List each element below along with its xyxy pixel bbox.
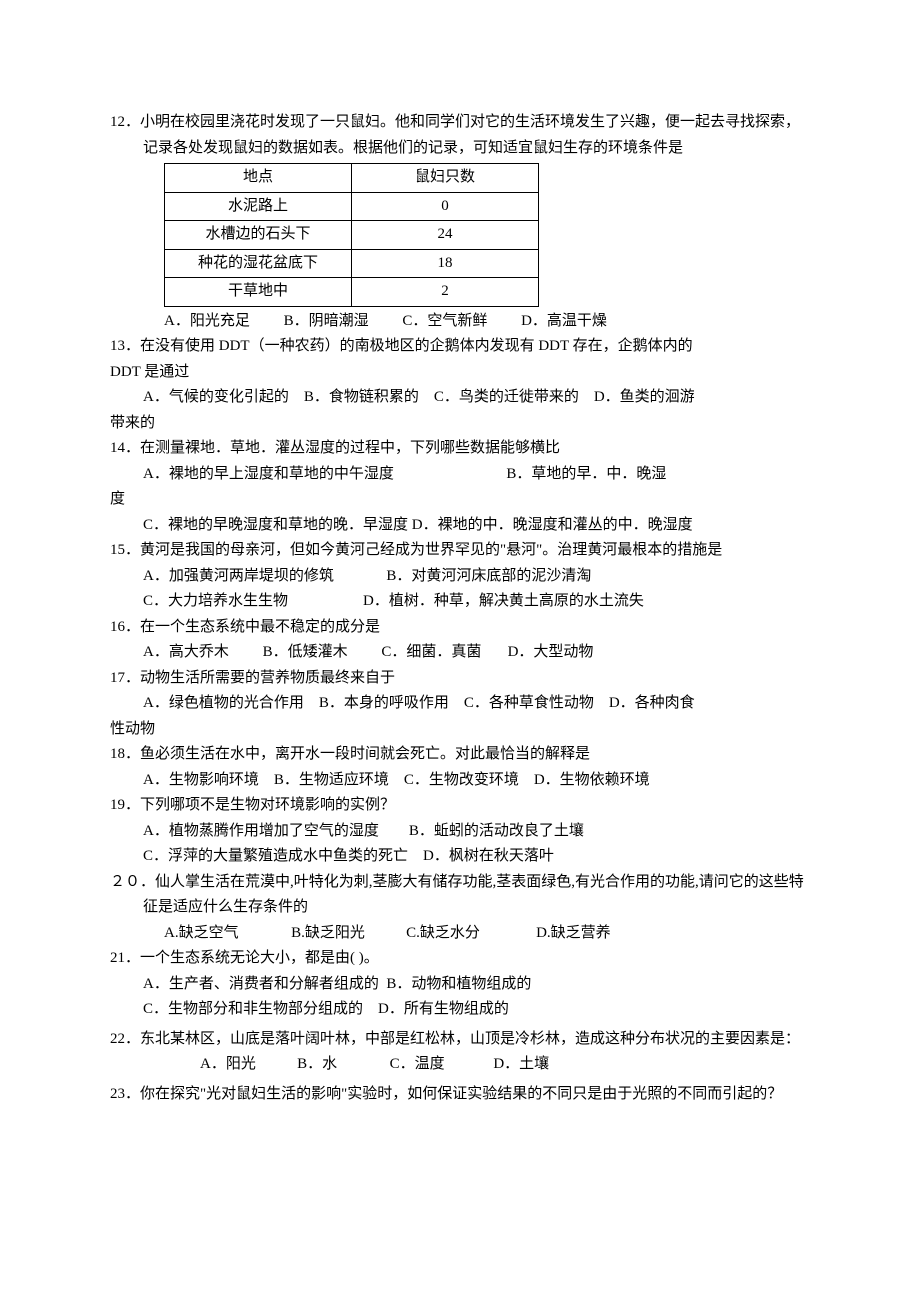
q14-optB: B．草地的早．中．晚湿 [506, 466, 666, 482]
q17-text: 动物生活所需要的营养物质最终来自于 [140, 670, 395, 686]
q12-stem: 12．小明在校园里浇花时发现了一只鼠妇。他和同学们对它的生活环境发生了兴趣，便一… [110, 110, 810, 161]
table-row: 水槽边的石头下 24 [165, 221, 539, 250]
table-cell: 24 [352, 221, 539, 250]
q14-optCD: C．裸地的早晚湿度和草地的晚．早湿度 D．裸地的中．晚湿度和灌丛的中．晚湿度 [110, 513, 810, 539]
q19-text: 下列哪项不是生物对环境影响的实例？ [140, 797, 395, 813]
q21-optAB: A．生产者、消费者和分解者组成的 B．动物和植物组成的 [110, 972, 810, 998]
q15-num: 15． [110, 542, 140, 558]
q14-stem: 14．在测量裸地．草地．灌丛湿度的过程中，下列哪些数据能够横比 [110, 436, 810, 462]
q19-optCD: C．浮萍的大量繁殖造成水中鱼类的死亡 D．枫树在秋天落叶 [110, 844, 810, 870]
q16-stem: 16．在一个生态系统中最不稳定的成分是 [110, 615, 810, 641]
q19-num: 19． [110, 797, 140, 813]
q22-num: 22． [110, 1031, 140, 1047]
q18-options: A．生物影响环境 B．生物适应环境 C．生物改变环境 D．生物依赖环境 [110, 768, 810, 794]
q14-num: 14． [110, 440, 140, 456]
q19-stem: 19．下列哪项不是生物对环境影响的实例？ [110, 793, 810, 819]
table-row: 干草地中 2 [165, 278, 539, 307]
q18-stem: 18．鱼必须生活在水中，离开水一段时间就会死亡。对此最恰当的解释是 [110, 742, 810, 768]
q20-stem: ２０．仙人掌生活在荒漠中,叶特化为刺,茎膨大有储存功能,茎表面绿色,有光合作用的… [110, 870, 810, 921]
q21-num: 21． [110, 950, 140, 966]
table-cell: 鼠妇只数 [352, 164, 539, 193]
table-cell: 0 [352, 192, 539, 221]
table-cell: 水泥路上 [165, 192, 352, 221]
q23-stem: 23．你在探究"光对鼠妇生活的影响"实验时，如何保证实验结果的不同只是由于光照的… [110, 1082, 810, 1108]
q15-optAB: A．加强黄河两岸堤坝的修筑 B．对黄河河床底部的泥沙清淘 [110, 564, 810, 590]
exam-page: 12．小明在校园里浇花时发现了一只鼠妇。他和同学们对它的生活环境发生了兴趣，便一… [0, 0, 920, 1167]
table-row: 地点 鼠妇只数 [165, 164, 539, 193]
q20-text: 仙人掌生活在荒漠中,叶特化为刺,茎膨大有储存功能,茎表面绿色,有光合作用的功能,… [143, 874, 804, 916]
q21-optCD: C．生物部分和非生物部分组成的 D．所有生物组成的 [110, 997, 810, 1023]
table-row: 水泥路上 0 [165, 192, 539, 221]
table-cell: 2 [352, 278, 539, 307]
q13-num: 13． [110, 338, 140, 354]
q22-text: 东北某林区，山底是落叶阔叶林，中部是红松林，山顶是冷杉林，造成这种分布状况的主要… [140, 1031, 800, 1047]
q13-options2: 带来的 [110, 411, 810, 437]
q21-stem: 21．一个生态系统无论大小，都是由( )。 [110, 946, 810, 972]
q12-text: 小明在校园里浇花时发现了一只鼠妇。他和同学们对它的生活环境发生了兴趣，便一起去寻… [140, 114, 800, 156]
table-row: 种花的湿花盆底下 18 [165, 249, 539, 278]
q14-text: 在测量裸地．草地．灌丛湿度的过程中，下列哪些数据能够横比 [140, 440, 560, 456]
q16-num: 16． [110, 619, 140, 635]
table-cell: 种花的湿花盆底下 [165, 249, 352, 278]
table-cell: 干草地中 [165, 278, 352, 307]
q17-options1: A．绿色植物的光合作用 B．本身的呼吸作用 C．各种草食性动物 D．各种肉食 [110, 691, 810, 717]
q15-text: 黄河是我国的母亲河，但如今黄河己经成为世界罕见的"悬河"。治理黄河最根本的措施是 [140, 542, 722, 558]
q20-num: ２０． [110, 874, 155, 890]
q17-num: 17． [110, 670, 140, 686]
q23-text: 你在探究"光对鼠妇生活的影响"实验时，如何保证实验结果的不同只是由于光照的不同而… [140, 1086, 782, 1102]
q17-options2: 性动物 [110, 717, 810, 743]
q13-options1: A．气候的变化引起的 B．食物链积累的 C．鸟类的迁徙带来的 D．鱼类的洄游 [110, 385, 810, 411]
q17-stem: 17．动物生活所需要的营养物质最终来自于 [110, 666, 810, 692]
q16-options: A．高大乔木 B．低矮灌木 C．细菌．真菌 D．大型动物 [110, 640, 810, 666]
q20-options: A.缺乏空气 B.缺乏阳光 C.缺乏水分 D.缺乏营养 [110, 921, 810, 947]
q22-options: A．阳光 B．水 C．温度 D．土壤 [110, 1052, 810, 1078]
q14-optB2: 度 [110, 487, 810, 513]
q13-stem2: DDT 是通过 [110, 360, 810, 386]
q19-optAB: A．植物蒸腾作用增加了空气的湿度 B．蚯蚓的活动改良了土壤 [110, 819, 810, 845]
q12-options: A．阳光充足 B．阴暗潮湿 C．空气新鲜 D．高温干燥 [110, 309, 810, 335]
q14-optA-line: A．裸地的早上湿度和草地的中午湿度 B．草地的早．中．晚湿 [110, 462, 810, 488]
table-cell: 地点 [165, 164, 352, 193]
q18-text: 鱼必须生活在水中，离开水一段时间就会死亡。对此最恰当的解释是 [140, 746, 590, 762]
q16-text: 在一个生态系统中最不稳定的成分是 [140, 619, 380, 635]
q15-optCD: C．大力培养水生生物 D．植树．种草，解决黄土高原的水土流失 [110, 589, 810, 615]
q18-num: 18． [110, 746, 140, 762]
table-cell: 水槽边的石头下 [165, 221, 352, 250]
q22-stem: 22．东北某林区，山底是落叶阔叶林，中部是红松林，山顶是冷杉林，造成这种分布状况… [110, 1027, 810, 1053]
q21-text: 一个生态系统无论大小，都是由( )。 [140, 950, 379, 966]
q12-table: 地点 鼠妇只数 水泥路上 0 水槽边的石头下 24 种花的湿花盆底下 18 干草… [164, 163, 539, 307]
table-cell: 18 [352, 249, 539, 278]
q15-stem: 15．黄河是我国的母亲河，但如今黄河己经成为世界罕见的"悬河"。治理黄河最根本的… [110, 538, 810, 564]
q12-num: 12． [110, 114, 140, 130]
q23-num: 23． [110, 1086, 140, 1102]
q14-optA: A．裸地的早上湿度和草地的中午湿度 [143, 466, 394, 482]
q13-stem: 13．在没有使用 DDT（一种农药）的南极地区的企鹅体内发现有 DDT 存在，企… [110, 334, 810, 360]
q13-text1: 在没有使用 DDT（一种农药）的南极地区的企鹅体内发现有 DDT 存在，企鹅体内… [140, 338, 693, 354]
